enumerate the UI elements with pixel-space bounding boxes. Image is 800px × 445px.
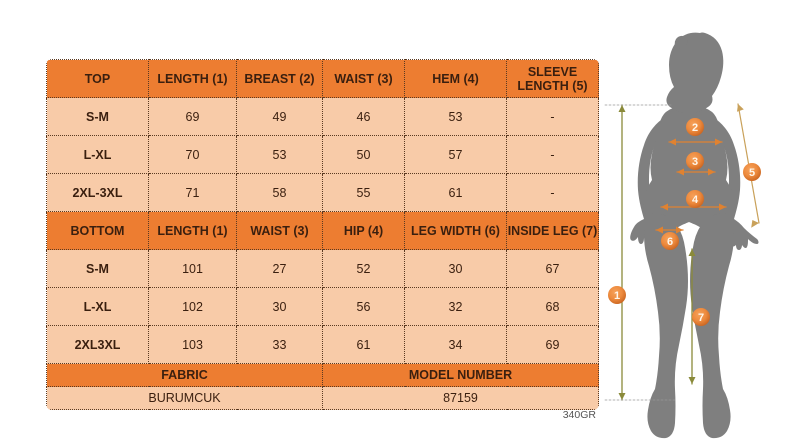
svg-text:7: 7 [698, 312, 704, 324]
svg-text:3: 3 [692, 156, 698, 168]
svg-text:5: 5 [749, 167, 755, 179]
svg-text:4: 4 [692, 194, 699, 206]
svg-text:6: 6 [667, 236, 673, 248]
svg-text:2: 2 [692, 122, 698, 134]
svg-text:1: 1 [614, 290, 620, 302]
